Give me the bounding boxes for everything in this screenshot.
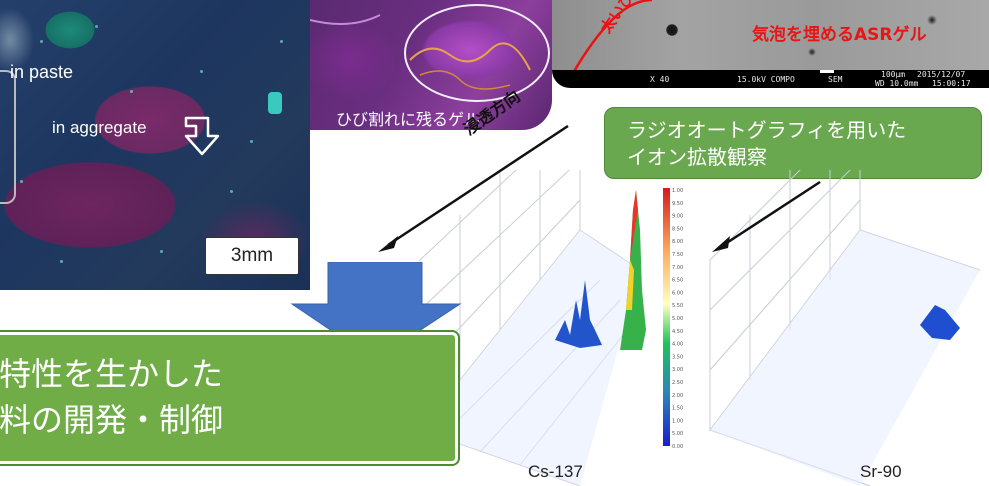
colorbar-tick: 4.00 xyxy=(672,342,683,348)
colorbar-tick: 1.00 xyxy=(672,418,683,424)
sem-time: 15:00:17 xyxy=(932,79,971,88)
colorbar-tick: 5.50 xyxy=(672,303,683,309)
colorbar-tick: 5.00 xyxy=(672,316,683,322)
radiography-callout: ラジオオートグラフィを用いた イオン拡散観察 xyxy=(604,107,982,179)
result-line1: 特性を生かした xyxy=(0,355,224,393)
sem-magnification: X 40 xyxy=(650,75,670,84)
sem-date: 2015/12/07 xyxy=(917,70,966,79)
colorbar-tick: 9.00 xyxy=(672,214,683,220)
callout-line1: ラジオオートグラフィを用いた xyxy=(627,118,907,142)
colorbar-tick: 2.00 xyxy=(672,393,683,399)
sr-90-label: Sr-90 xyxy=(860,462,902,481)
scale-bar-label: 3mm xyxy=(205,237,299,275)
colorbar-tick: 4.50 xyxy=(672,329,683,335)
sem-image xyxy=(552,0,989,70)
colorbar-tick: 7.00 xyxy=(672,265,683,271)
sem-wd: WD 10.0mm xyxy=(875,79,919,88)
diffusion-3d-plots: 1.00 9.50 9.00 8.50 8.00 7.50 7.00 6.50 6.00 5.50… xyxy=(419,170,981,486)
colorbar-tick: 3.00 xyxy=(672,367,683,373)
colorbar-tick: 2.50 xyxy=(672,380,683,386)
colorbar-tick: 8.00 xyxy=(672,239,683,245)
aggregate-label: in aggregate xyxy=(52,118,147,137)
result-callout: 特性を生かした 料の開発・制御 xyxy=(0,332,458,464)
colorbar-tick: 6.50 xyxy=(672,278,683,284)
result-line2: 料の開発・制御 xyxy=(0,401,224,439)
colorbar-tick: 5.00 xyxy=(672,431,683,437)
colorbar xyxy=(663,188,670,446)
colorbar-tick: 9.50 xyxy=(672,201,683,207)
sem-info-bar: X 40 15.0kV COMPO SEM 100µm 2015/12/07 W… xyxy=(552,70,989,88)
colorbar-tick: 0.00 xyxy=(672,444,683,450)
colorbar-tick: 6.00 xyxy=(672,290,683,296)
cs-137-label: Cs-137 xyxy=(528,462,583,481)
legend-bracket xyxy=(0,70,16,204)
colorbar-tick: 8.50 xyxy=(672,226,683,232)
callout-line2: イオン拡散観察 xyxy=(627,145,767,169)
sem-detector: SEM xyxy=(828,75,843,84)
crack-line xyxy=(570,0,653,75)
colorbar-tick: 1.00 xyxy=(672,188,683,194)
paste-label: in paste xyxy=(10,62,74,82)
gel-highlight-circle xyxy=(404,4,550,102)
asr-gel-label: 気泡を埋めるASRゲル xyxy=(752,25,927,45)
colorbar-tick: 3.50 xyxy=(672,354,683,360)
hollow-down-arrow-icon xyxy=(184,116,220,156)
colorbar-tick: 1.50 xyxy=(672,406,683,412)
sem-scale-bar xyxy=(820,70,834,73)
gel-caption: ひび割れに残るゲル xyxy=(336,110,481,129)
sem-scale: 100µm xyxy=(881,70,906,79)
colorbar-tick: 7.50 xyxy=(672,252,683,258)
sem-voltage: 15.0kV COMPO xyxy=(737,75,795,84)
